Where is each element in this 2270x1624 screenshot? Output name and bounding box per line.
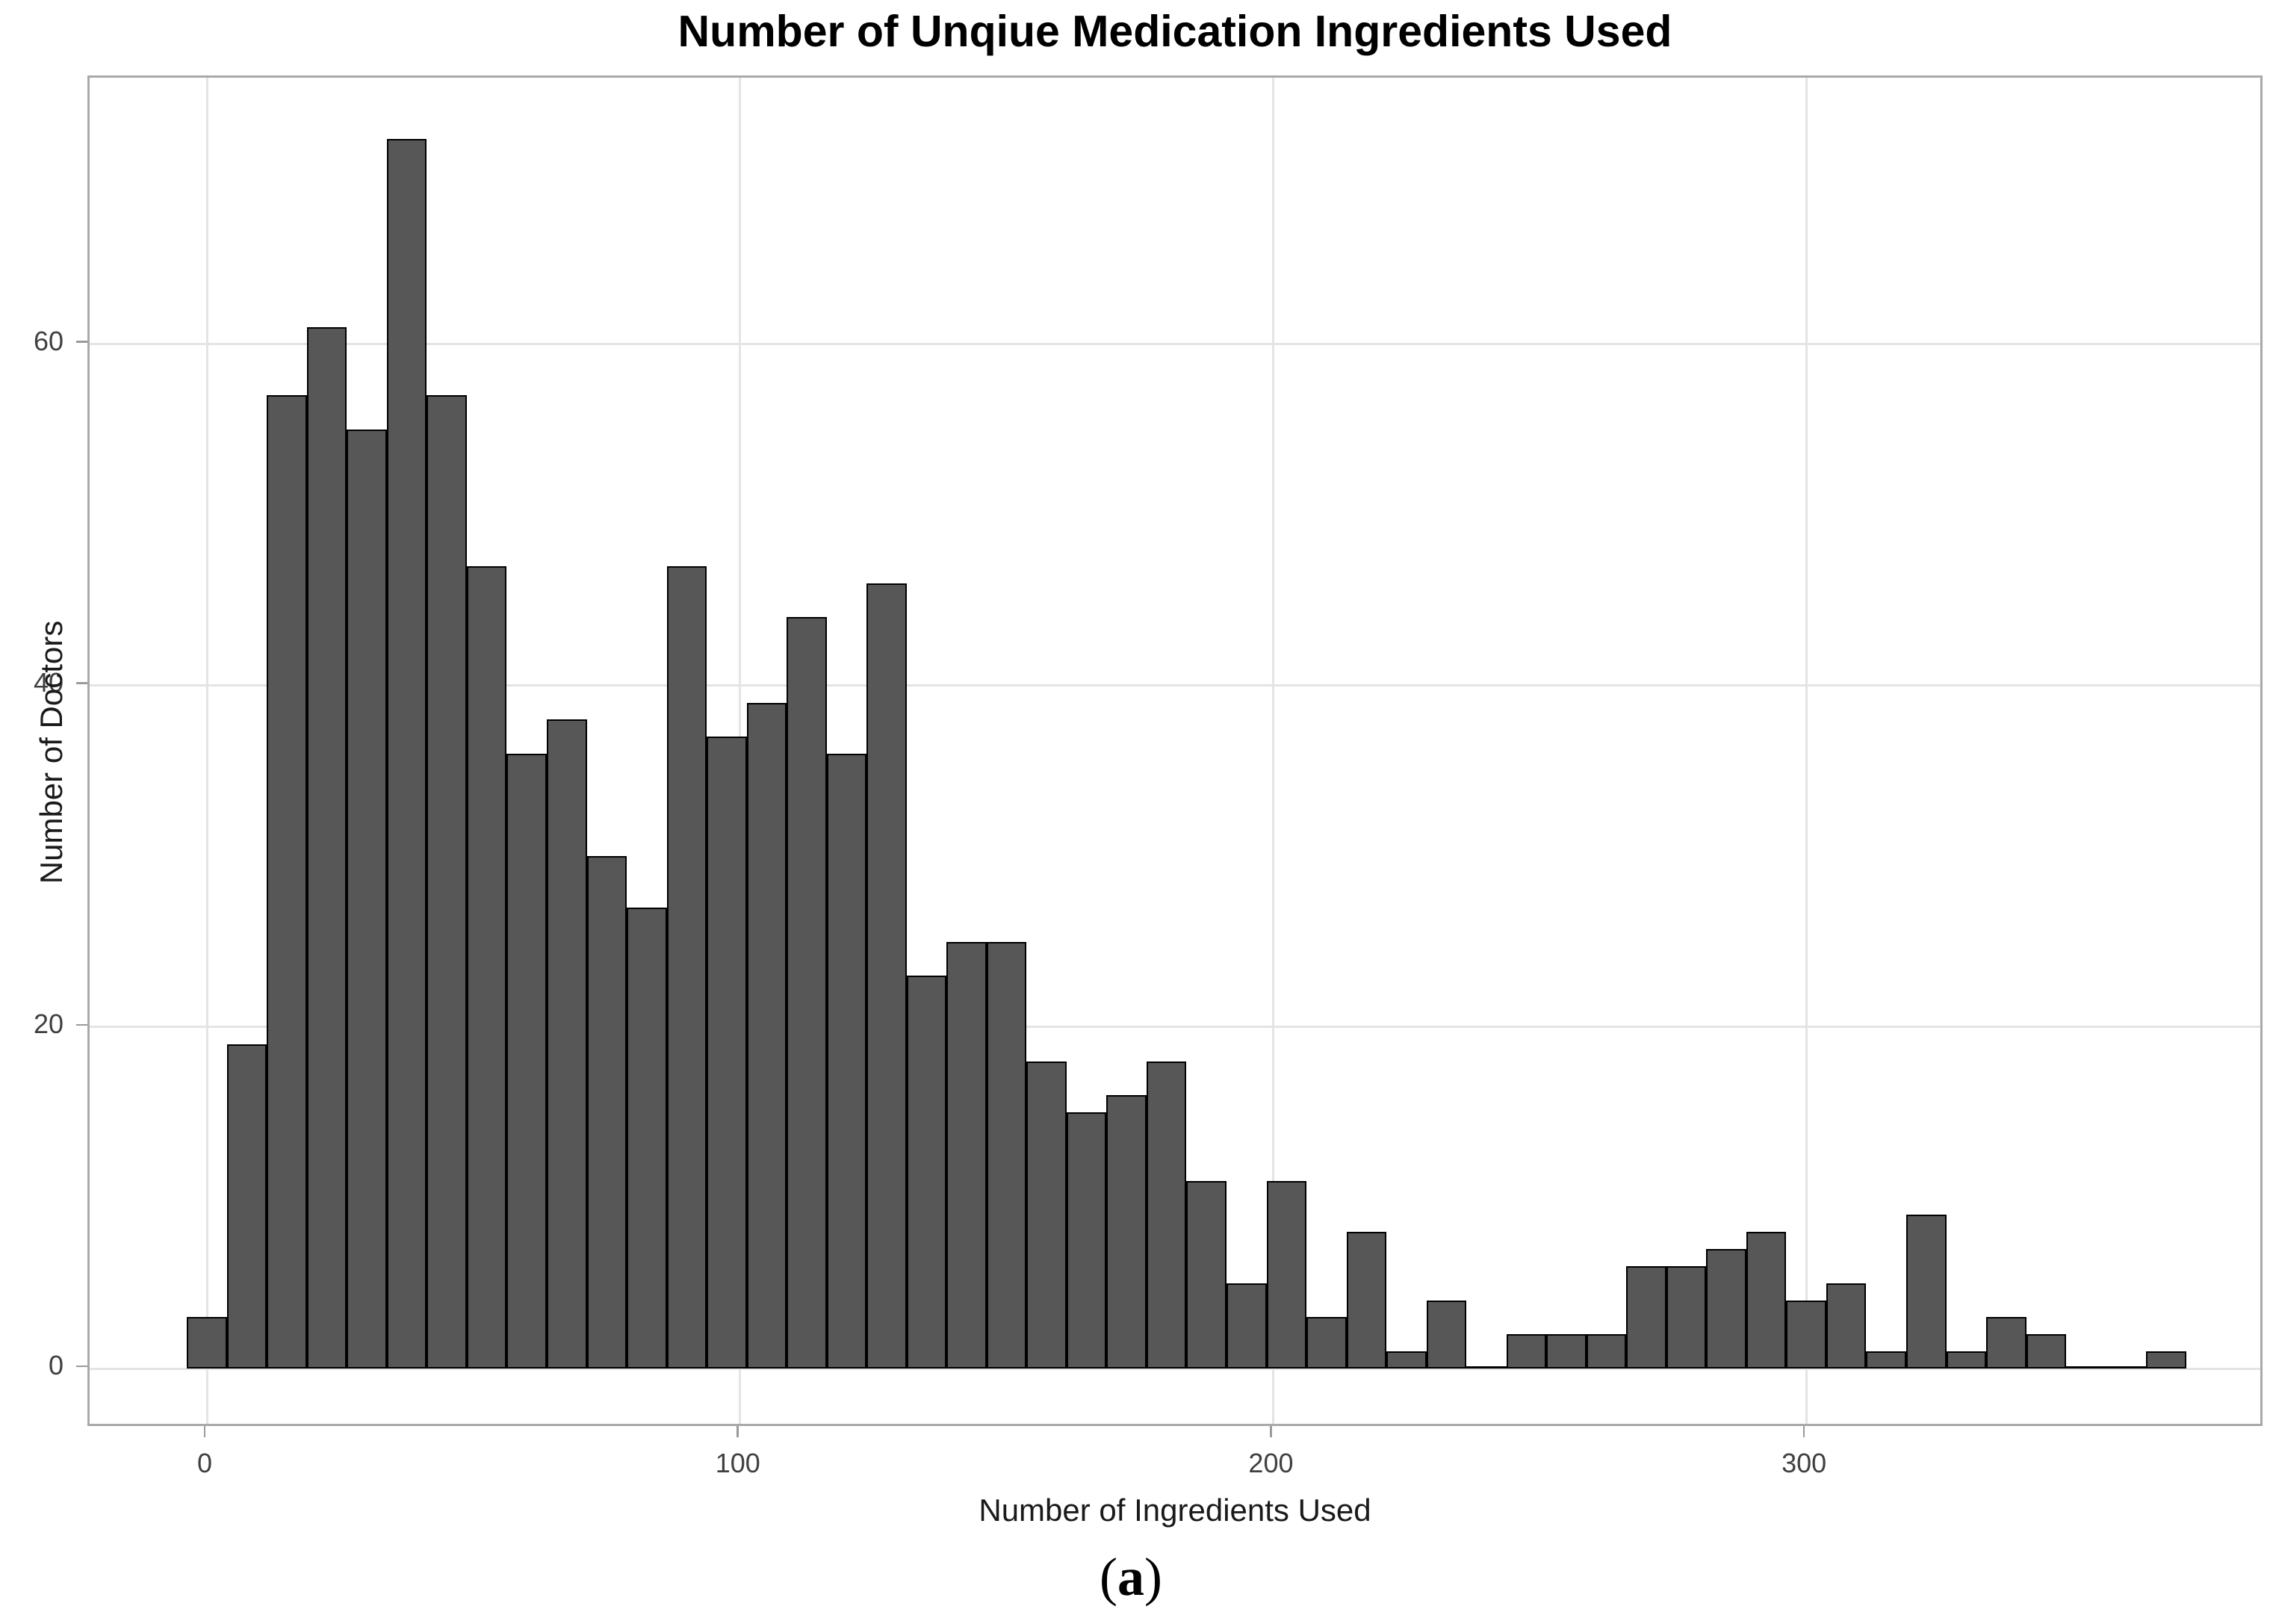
- histogram-bar: [1266, 1180, 1307, 1369]
- histogram-bar: [1826, 1283, 1867, 1369]
- caption-close-paren: ): [1144, 1547, 1162, 1607]
- y-tick-mark: [76, 1023, 87, 1026]
- subfigure-caption: (a): [0, 1546, 2262, 1608]
- y-tick-mark: [76, 1365, 87, 1368]
- histogram-bar: [746, 702, 787, 1369]
- histogram-bar: [1786, 1300, 1826, 1369]
- histogram-bar: [826, 754, 867, 1369]
- plot-panel: [87, 75, 2263, 1426]
- histogram-bar: [1186, 1180, 1227, 1369]
- histogram-bar: [1066, 1112, 1107, 1369]
- histogram-bar: [1906, 1215, 1947, 1369]
- y-tick-label: 20: [33, 1008, 63, 1039]
- histogram-bar: [1466, 1366, 1507, 1369]
- histogram-bar: [506, 754, 547, 1369]
- x-tick-label: 0: [197, 1448, 213, 1478]
- histogram-bar: [946, 941, 987, 1369]
- gridline-y-0: [90, 1367, 2260, 1370]
- histogram-bar: [187, 1317, 227, 1369]
- caption-open-paren: (: [1100, 1547, 1117, 1607]
- histogram-bar: [986, 941, 1027, 1369]
- y-tick-label: 60: [33, 325, 63, 356]
- x-tick-mark: [736, 1426, 739, 1437]
- x-tick-label: 100: [715, 1448, 760, 1478]
- histogram-bar: [1026, 1061, 1067, 1369]
- histogram-bar: [1346, 1232, 1387, 1369]
- x-tick-mark: [1802, 1426, 1805, 1437]
- histogram-bar: [2066, 1366, 2106, 1369]
- histogram-bar: [1426, 1300, 1467, 1369]
- histogram-bar: [1746, 1232, 1787, 1369]
- histogram-bar: [2106, 1366, 2147, 1369]
- histogram-bar: [1306, 1317, 1347, 1369]
- gridline-x-0: [205, 78, 208, 1424]
- y-tick-mark: [76, 682, 87, 684]
- gridline-y-60: [90, 343, 2260, 346]
- histogram-bar: [627, 907, 667, 1369]
- histogram-bar: [1866, 1351, 1906, 1369]
- histogram-bar: [1506, 1334, 1547, 1369]
- caption-letter: a: [1117, 1547, 1144, 1607]
- gridline-x-300: [1805, 78, 1808, 1424]
- histogram-bar: [1946, 1351, 1987, 1369]
- histogram-bar: [1986, 1317, 2026, 1369]
- histogram-bar: [1586, 1334, 1627, 1369]
- y-tick-label: 40: [33, 666, 63, 698]
- histogram-bar: [466, 565, 507, 1369]
- y-tick-mark: [76, 341, 87, 343]
- x-tick-mark: [203, 1426, 206, 1437]
- histogram-bar: [427, 395, 467, 1369]
- histogram-bar: [267, 395, 307, 1369]
- chart-title: Number of Unqiue Medication Ingredients …: [677, 7, 1672, 56]
- histogram-bar: [707, 737, 747, 1369]
- histogram-bar: [1386, 1351, 1427, 1369]
- histogram-bar: [1706, 1249, 1746, 1369]
- y-axis-title: Number of Doctors: [34, 620, 69, 884]
- x-tick-label: 200: [1248, 1448, 1294, 1478]
- histogram-bar: [1227, 1283, 1267, 1369]
- histogram-bar: [666, 565, 707, 1369]
- histogram-bar: [906, 976, 947, 1369]
- histogram-bar: [866, 583, 907, 1369]
- gridline-y-20: [90, 1026, 2260, 1029]
- histogram-bar: [1626, 1265, 1666, 1369]
- x-tick-mark: [1270, 1426, 1272, 1437]
- histogram-bar: [1666, 1265, 1707, 1369]
- histogram-bar: [1146, 1061, 1187, 1369]
- histogram-bar: [586, 856, 627, 1369]
- histogram-bar: [306, 326, 347, 1369]
- histogram-bar: [347, 429, 387, 1369]
- histogram-bar: [1546, 1334, 1587, 1369]
- histogram-bar: [547, 719, 587, 1369]
- histogram-bar: [2026, 1334, 2067, 1369]
- histogram-bar: [787, 617, 827, 1369]
- x-axis-title: Number of Ingredients Used: [979, 1493, 1371, 1528]
- histogram-bar: [2146, 1351, 2186, 1369]
- gridline-y-40: [90, 684, 2260, 687]
- histogram-bar: [386, 139, 427, 1369]
- x-tick-label: 300: [1781, 1448, 1827, 1478]
- gridline-x-200: [1271, 78, 1274, 1424]
- histogram-bar: [226, 1044, 267, 1369]
- y-tick-label: 0: [48, 1350, 63, 1380]
- histogram-bar: [1106, 1095, 1147, 1369]
